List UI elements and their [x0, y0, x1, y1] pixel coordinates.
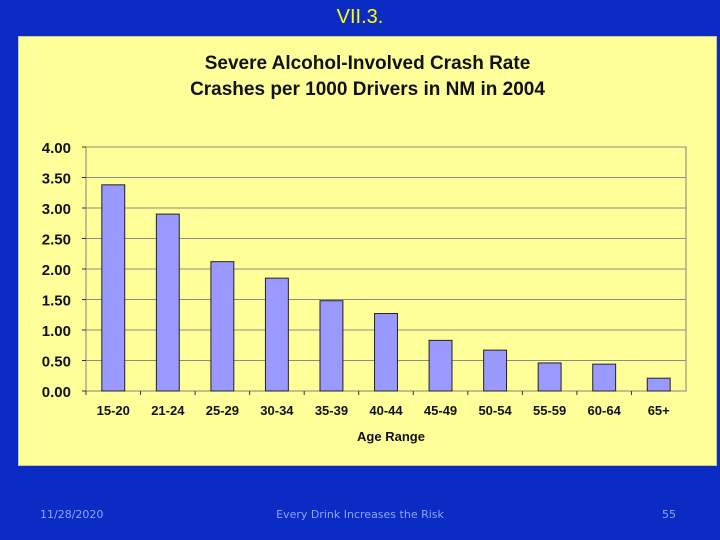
x-tick-label: 21-24	[151, 403, 185, 418]
bar-50-54	[483, 349, 508, 392]
y-tick-label: 1.50	[42, 293, 71, 310]
y-tick-label: 3.00	[42, 201, 71, 218]
bar-65+	[646, 377, 671, 392]
y-tick-label: 4.00	[42, 140, 71, 157]
x-tick-label: 45-49	[424, 403, 457, 418]
x-tick-label: 25-29	[206, 403, 239, 418]
y-tick-label: 3.50	[42, 171, 71, 188]
y-tick-label: 2.50	[42, 232, 71, 249]
y-tick-label: 2.00	[42, 262, 71, 279]
chart-panel: Severe Alcohol-Involved Crash Rate Crash…	[18, 36, 717, 466]
y-tick-label: 1.00	[42, 323, 71, 340]
bar-45-49	[428, 339, 453, 392]
bar-21-24	[155, 213, 180, 392]
x-tick-label: 55-59	[533, 403, 566, 418]
bar-15-20	[101, 184, 126, 392]
slide-title: VII.3.	[336, 6, 384, 28]
x-axis-label: Age Range	[357, 429, 425, 444]
footer-caption: Every Drink Increases the Risk	[276, 508, 444, 521]
y-tick-label: 0.00	[42, 384, 71, 401]
bar-30-34	[264, 277, 289, 392]
x-tick-label: 50-54	[478, 403, 512, 418]
x-tick-label: 35-39	[315, 403, 348, 418]
y-tick-label: 0.50	[42, 354, 71, 371]
bar-60-64	[592, 363, 617, 392]
chart-title: Severe Alcohol-Involved Crash Rate Crash…	[19, 51, 716, 103]
x-tick-label: 60-64	[588, 403, 622, 418]
bar-40-44	[374, 313, 398, 392]
x-tick-label: 40-44	[369, 403, 403, 418]
bar-55-59	[537, 362, 562, 392]
x-tick-label: 65+	[648, 403, 670, 418]
bar-25-29	[210, 261, 235, 392]
bar-chart: 0.00 0.50 1.00 1.50 2.00 2.50 3.00 3.50 4.00 15-2…	[42, 140, 687, 444]
footer-date: 11/28/2020	[40, 508, 104, 521]
bar-35-39	[319, 300, 344, 392]
chart-title-line1: Severe Alcohol-Involved Crash Rate	[204, 53, 531, 74]
chart-title-line2: Crashes per 1000 Drivers in NM in 2004	[190, 79, 545, 100]
x-tick-label: 30-34	[260, 403, 294, 418]
page-number: 55	[662, 508, 676, 521]
x-tick-label: 15-20	[97, 403, 130, 418]
